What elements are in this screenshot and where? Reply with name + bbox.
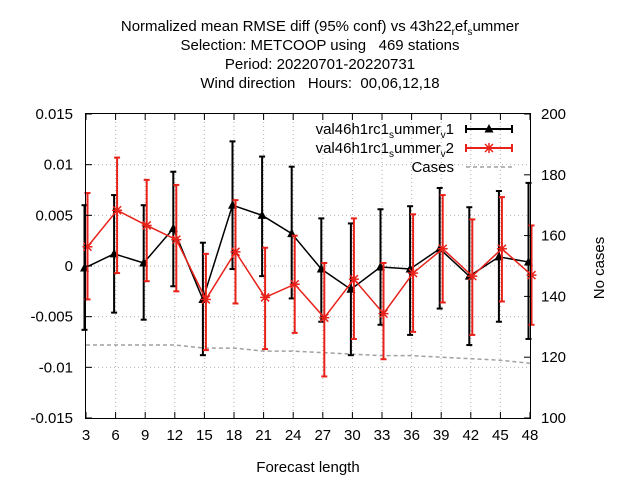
x-tick-label: 45 — [492, 427, 509, 444]
x-tick-label: 36 — [403, 427, 420, 444]
x-tick-label: 9 — [141, 427, 149, 444]
data-point — [257, 210, 267, 219]
x-tick-label: 27 — [314, 427, 331, 444]
x-tick-label: 33 — [374, 427, 391, 444]
x-tick-label: 6 — [111, 427, 119, 444]
x-tick-label: 3 — [82, 427, 90, 444]
data-point — [496, 243, 507, 254]
data-point — [230, 246, 241, 257]
x-tick-label: 39 — [433, 427, 450, 444]
series-2 — [82, 156, 537, 378]
data-point — [141, 220, 152, 231]
grid-lines — [86, 114, 530, 418]
data-point — [378, 308, 389, 319]
data-point — [437, 243, 448, 254]
series-1 — [80, 140, 533, 357]
chart-title-line-2: Selection: METCOOP using 469 stations — [180, 37, 460, 54]
x-tick-label: 18 — [226, 427, 243, 444]
chart-title-line-1: Normalized mean RMSE diff (95% conf) vs … — [120, 18, 520, 38]
axes: 3 6 9 12 15 18 21 24 27 30 33 36 39 42 45 480.0150.010.… — [30, 106, 566, 444]
legend-swatch-marker — [484, 143, 494, 153]
y2-tick-label: 120 — [541, 349, 566, 366]
y-tick-label: 0.015 — [35, 106, 73, 123]
x-tick-label: 24 — [285, 427, 302, 444]
data-point — [289, 279, 300, 290]
series-layer — [80, 140, 537, 378]
data-point — [171, 234, 182, 245]
cases-line — [86, 344, 531, 365]
x-axis-label: Forecast length — [256, 459, 359, 476]
data-point — [200, 294, 211, 305]
y2-tick-label: 140 — [541, 288, 566, 305]
data-point — [82, 241, 93, 252]
y-tick-label: 0.01 — [44, 157, 73, 174]
x-tick-label: 21 — [255, 427, 272, 444]
y2-tick-label: 100 — [541, 410, 566, 427]
data-point — [467, 271, 478, 282]
y2-tick-label: 180 — [541, 167, 566, 184]
series-line — [84, 204, 529, 302]
data-point — [112, 205, 123, 216]
chart-title-line-4: Wind direction Hours: 00,06,12,18 — [200, 75, 440, 92]
x-tick-label: 12 — [166, 427, 183, 444]
plot-frame — [85, 113, 531, 419]
data-point — [319, 312, 330, 323]
legend-swatch-marker — [484, 124, 494, 133]
y2-tick-label: 200 — [541, 106, 566, 123]
x-tick-label: 48 — [522, 427, 539, 444]
x-tick-label: 30 — [344, 427, 361, 444]
data-point — [260, 292, 271, 303]
y-tick-label: -0.01 — [39, 359, 73, 376]
y-tick-label: -0.005 — [30, 309, 73, 326]
y2-axis-label: No cases — [591, 237, 608, 300]
y-tick-label: -0.015 — [30, 410, 73, 427]
legend-label-1: val46h1rc1summerv1 — [316, 121, 454, 141]
x-tick-label: 42 — [462, 427, 479, 444]
legend-label-3: Cases — [411, 159, 454, 176]
y-tick-label: 0.005 — [35, 207, 73, 224]
data-point — [348, 274, 359, 285]
legend-label-2: val46h1rc1summerv2 — [316, 140, 454, 160]
chart-title-line-3: Period: 20220701-20220731 — [224, 56, 416, 73]
data-point — [408, 268, 419, 279]
legend: val46h1rc1summerv1val46h1rc1summerv2Case… — [316, 121, 513, 176]
series-line — [86, 209, 532, 319]
data-point — [526, 270, 537, 281]
x-tick-label: 15 — [196, 427, 213, 444]
y-tick-label: 0 — [65, 258, 73, 275]
y2-tick-label: 160 — [541, 228, 566, 245]
